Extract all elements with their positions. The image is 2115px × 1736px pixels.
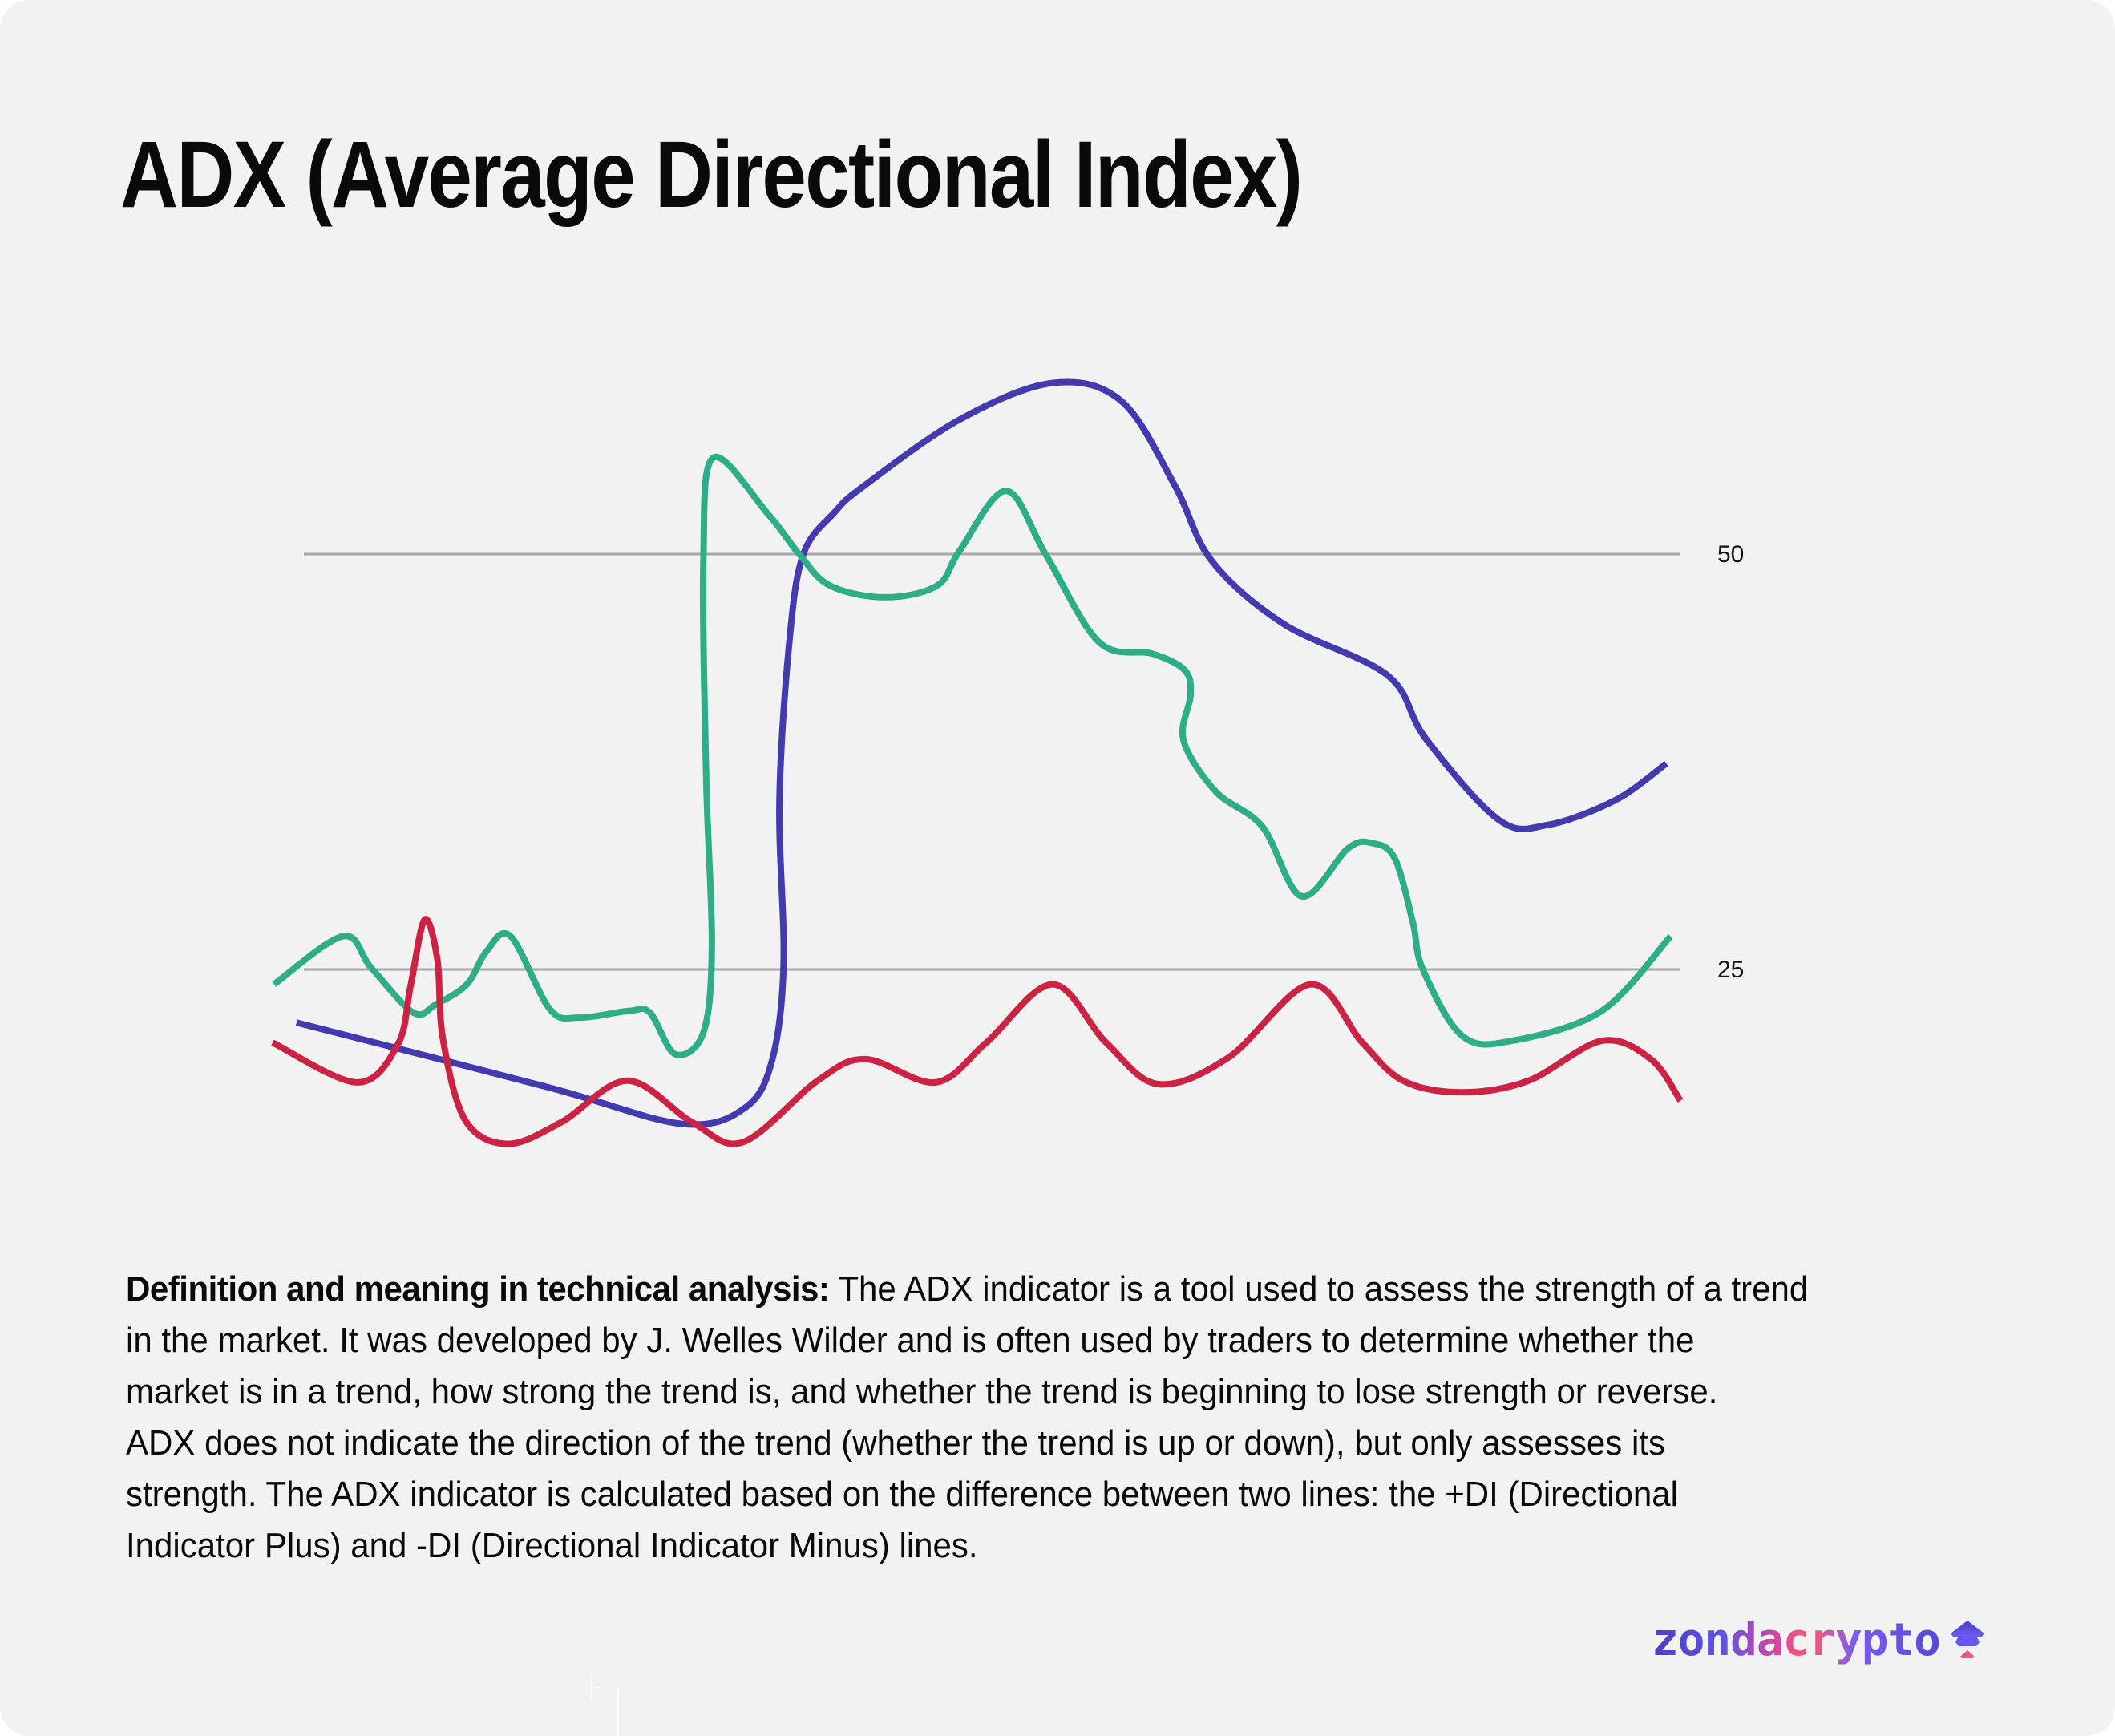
- reference-lines: 50 25: [304, 541, 1744, 983]
- divider-artifact: [617, 1689, 619, 1736]
- series-line-adx: [295, 378, 1668, 1128]
- zondacrypto-arrow-icon: [1950, 1621, 1984, 1658]
- definition-line: market is in a trend, how strong the tre…: [126, 1372, 1718, 1411]
- definition-line: strength. The ADX indicator is calculate…: [126, 1475, 1678, 1514]
- definition-paragraph: Definition and meaning in technical anal…: [126, 1264, 1808, 1572]
- page-title: ADX (Average Directional Index): [120, 122, 1303, 228]
- y-tick-label: 50: [1717, 541, 1744, 568]
- definition-line: Definition and meaning in technical anal…: [126, 1264, 1808, 1315]
- definition-text: The ADX indicator is a tool used to asse…: [829, 1269, 1809, 1309]
- series-line-plusminus-di: [272, 453, 1673, 1058]
- brand-wordmark: zondacrypto: [1652, 1613, 1941, 1666]
- definition-heading: Definition and meaning in technical anal…: [126, 1269, 830, 1309]
- definition-line: Indicator Plus) and -DI (Directional Ind…: [126, 1526, 978, 1565]
- definition-line: in the market. It was developed by J. We…: [126, 1321, 1695, 1360]
- definition-line: ADX does not indicate the direction of t…: [126, 1423, 1665, 1463]
- brand-logo: zondacrypto: [1652, 1612, 1987, 1668]
- divider-artifact: [591, 1677, 592, 1700]
- series-lines: [271, 378, 1684, 1147]
- divider-artifact: [595, 1687, 601, 1689]
- y-tick-label: 25: [1717, 957, 1744, 983]
- series-line-minus-di: [271, 916, 1684, 1147]
